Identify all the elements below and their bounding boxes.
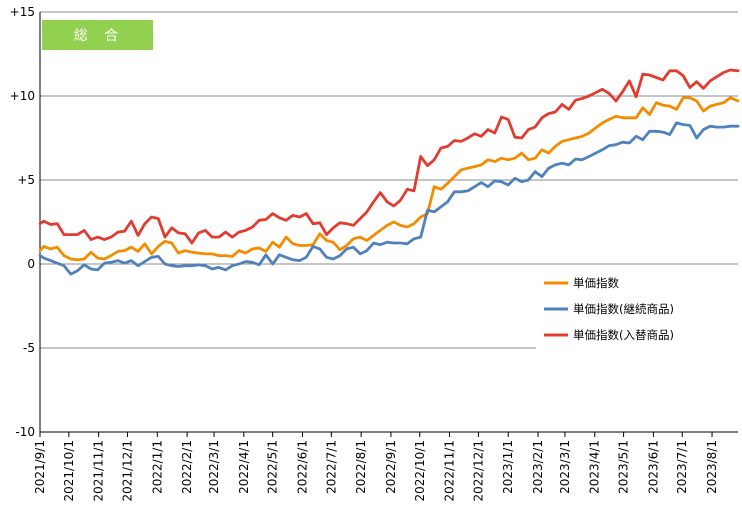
- y-tick-label: 0: [27, 257, 35, 271]
- x-tick-label: 2022/12/1: [471, 440, 485, 502]
- legend-entry-label: 単価指数(継続商品): [573, 302, 674, 316]
- series-layer: [38, 68, 740, 276]
- x-tick-label: 2022/6/1: [295, 440, 309, 494]
- legend-entry-label: 単価指数: [573, 276, 619, 290]
- legend-entry-label: 単価指数(入替商品): [573, 328, 674, 342]
- x-tick-label: 2022/3/1: [207, 440, 221, 494]
- x-tick-label: 2023/3/1: [558, 440, 572, 494]
- chart-badge: 総 合: [42, 20, 153, 50]
- x-tick-label: 2023/8/1: [705, 440, 719, 494]
- y-tick-label: -10: [15, 425, 35, 439]
- x-tick-label: 2022/9/1: [384, 440, 398, 494]
- badge-background: [42, 20, 153, 50]
- series-line-1: [38, 96, 740, 262]
- x-tick-label: 2022/8/1: [354, 440, 368, 494]
- y-tick-label: +10: [10, 89, 35, 103]
- x-tick-label: 2021/10/1: [62, 440, 76, 502]
- x-tick-label: 2023/5/1: [617, 440, 631, 494]
- x-tick-label: 2023/2/1: [531, 440, 545, 494]
- y-tick-label: -5: [23, 341, 35, 355]
- legend-background: [536, 268, 738, 349]
- x-tick-label: 2023/1/1: [501, 440, 515, 494]
- x-tick-label: 2023/4/1: [588, 440, 602, 494]
- x-tick-label: 2023/7/1: [675, 440, 689, 494]
- x-tick-label: 2022/7/1: [324, 440, 338, 494]
- x-tick-label: 2021/11/1: [92, 440, 106, 502]
- x-tick-label: 2021/12/1: [120, 440, 134, 502]
- series-line-3: [38, 68, 740, 245]
- series-line-2: [38, 121, 740, 276]
- x-tick-label: 2022/11/1: [443, 440, 457, 502]
- x-tick-label: 2021/9/1: [33, 440, 47, 494]
- x-tick-label: 2022/2/1: [180, 440, 194, 494]
- badge-label: 総 合: [74, 28, 124, 44]
- x-tick-label: 2022/10/1: [413, 440, 427, 502]
- x-tick-label: 2023/6/1: [646, 440, 660, 494]
- x-tick-label: 2022/1/1: [150, 440, 164, 494]
- y-tick-label: +5: [17, 173, 35, 187]
- y-tick-label: +15: [10, 5, 35, 19]
- x-tick-label: 2022/5/1: [266, 440, 280, 494]
- x-tick-label: 2022/4/1: [237, 440, 251, 494]
